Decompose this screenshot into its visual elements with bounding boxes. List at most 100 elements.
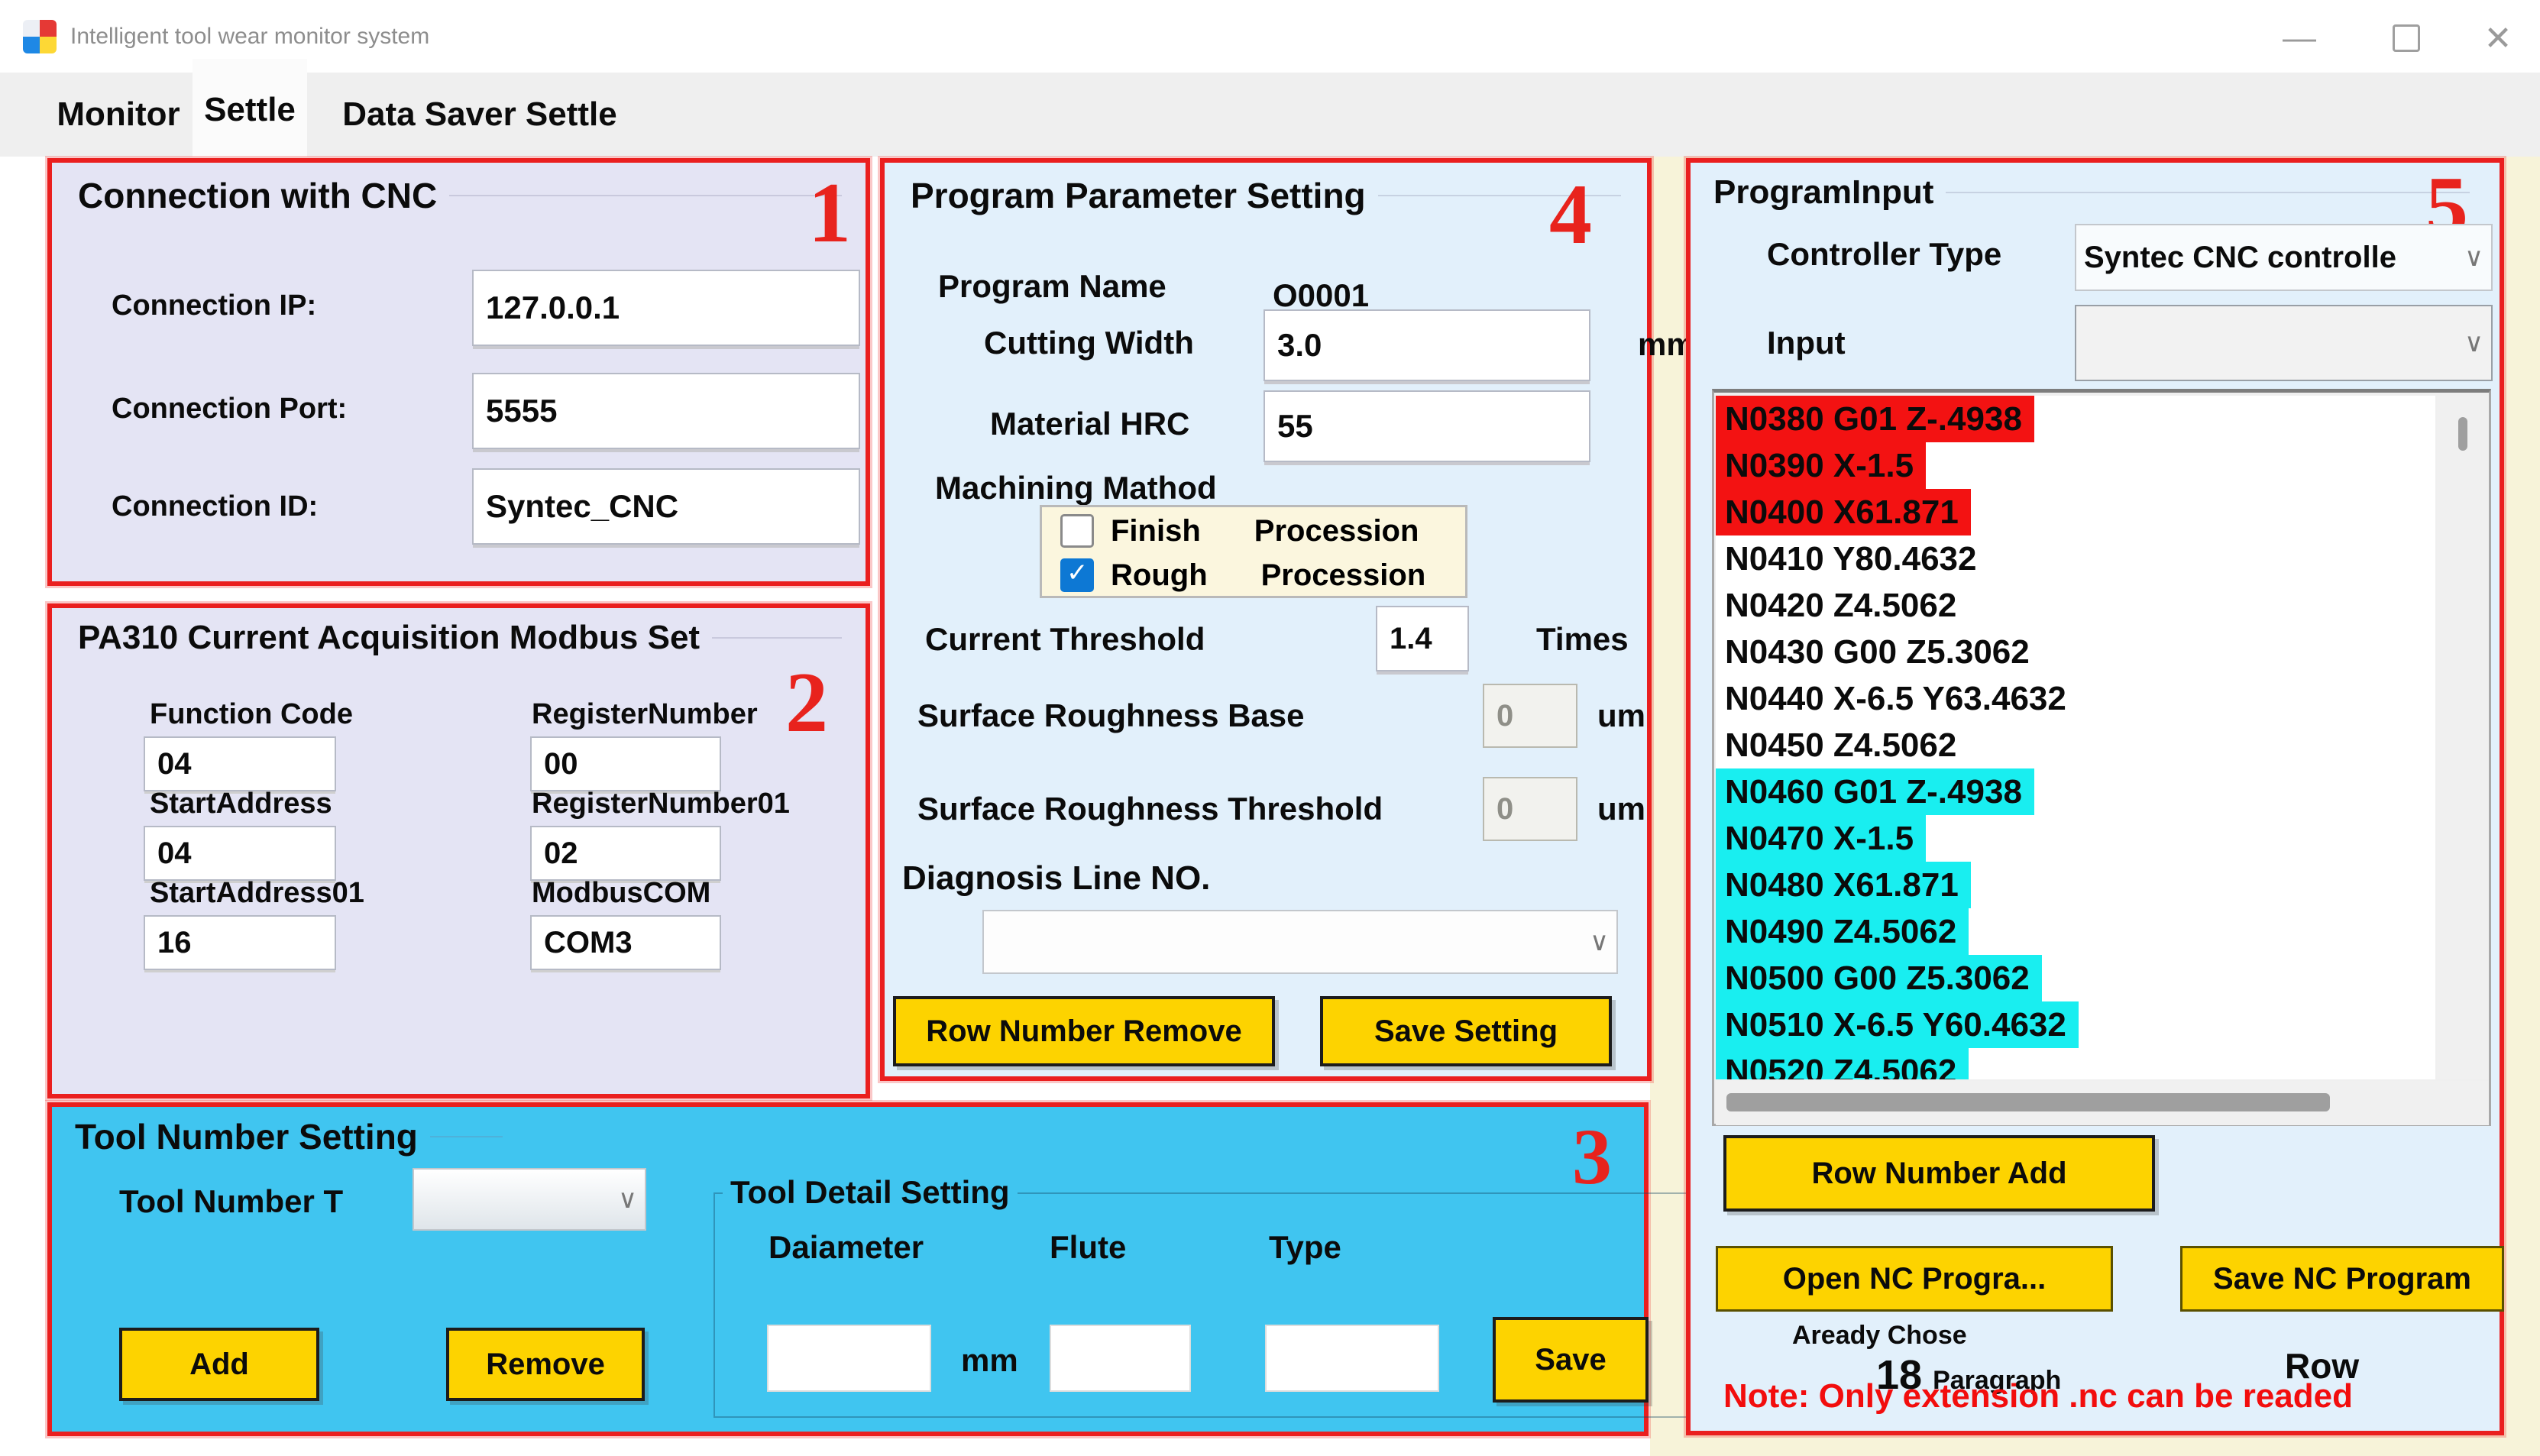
tool-number-label: Tool Number T xyxy=(119,1183,344,1219)
diameter-label: Daiameter xyxy=(768,1229,924,1265)
register-number01-label: RegisterNumber01 xyxy=(532,788,790,820)
roughness-threshold-field xyxy=(1483,777,1577,841)
controller-type-label: Controller Type xyxy=(1767,236,2002,272)
machining-method-group: Finish Procession Rough Procession xyxy=(1040,505,1467,598)
horizontal-scrollbar[interactable] xyxy=(1716,1081,2489,1125)
vertical-scrollbar[interactable] xyxy=(2437,396,2489,1079)
modbus-com-field[interactable] xyxy=(530,915,721,970)
annotation-4: 4 xyxy=(1549,167,1592,262)
rough-procession-label: Procession xyxy=(1260,558,1426,592)
nc-program-line[interactable]: N0490 Z4.5062 xyxy=(1716,908,2435,955)
flute-label: Flute xyxy=(1050,1229,1127,1265)
modbus-com-label: ModbusCOM xyxy=(532,877,711,909)
connection-port-field[interactable] xyxy=(472,373,860,449)
nc-program-line[interactable]: N0400 X61.871 xyxy=(1716,489,2435,535)
minimize-button[interactable]: — xyxy=(2257,17,2341,60)
vertical-scrollbar-thumb[interactable] xyxy=(2458,417,2467,451)
remove-button[interactable]: Remove xyxy=(446,1328,645,1401)
mm-unit-label: mm xyxy=(961,1342,1018,1378)
function-code-field[interactable] xyxy=(144,736,336,791)
panel-modbus-title: PA310 Current Acquisition Modbus Set xyxy=(78,619,842,657)
function-code-label: Function Code xyxy=(150,698,353,730)
start-address01-field[interactable] xyxy=(144,915,336,970)
open-nc-program-button[interactable]: Open NC Progra... xyxy=(1716,1246,2113,1312)
register-number-field[interactable] xyxy=(530,736,721,791)
connection-port-label: Connection Port: xyxy=(112,392,348,425)
nc-program-line[interactable]: N0440 X-6.5 Y63.4632 xyxy=(1725,680,2066,717)
save-setting-button[interactable]: Save Setting xyxy=(1320,996,1612,1066)
register-number-label: RegisterNumber xyxy=(532,698,758,730)
nc-extension-note: Note: Only extension .nc can be readed xyxy=(1723,1377,2353,1415)
start-address01-label: StartAddress01 xyxy=(150,877,364,909)
chevron-down-icon: ∨ xyxy=(2464,328,2483,358)
row-number-add-button[interactable]: Row Number Add xyxy=(1723,1135,2155,1212)
nc-program-line[interactable]: N0450 Z4.5062 xyxy=(1725,726,1957,764)
tool-number-select[interactable]: ∨ xyxy=(413,1168,646,1231)
nc-program-line[interactable]: N0520 Z4.5062 xyxy=(1716,1048,2435,1079)
diameter-field[interactable] xyxy=(767,1325,931,1392)
chevron-down-icon: ∨ xyxy=(1590,927,1609,956)
maximize-icon xyxy=(2393,24,2420,52)
window-title: Intelligent tool wear monitor system xyxy=(70,24,430,49)
cutting-width-unit: mm xyxy=(1638,326,1695,362)
nc-program-line[interactable]: N0380 G01 Z-.4938 xyxy=(1716,396,2435,442)
paragraph-label: Paragraph xyxy=(1933,1366,2062,1395)
nc-program-line[interactable]: N0500 G00 Z5.3062 xyxy=(1716,955,2435,1001)
panel-input-title: ProgramInput xyxy=(1713,173,2470,212)
save-nc-program-button[interactable]: Save NC Program xyxy=(2180,1246,2504,1312)
save-button[interactable]: Save xyxy=(1493,1317,1649,1403)
paragraph-count-row: 18 Paragraph xyxy=(1876,1351,2061,1399)
row-number-remove-button[interactable]: Row Number Remove xyxy=(893,996,1275,1066)
rough-procession-row: Rough Procession xyxy=(1042,553,1465,597)
row-label: Row xyxy=(2285,1346,2360,1386)
nc-program-line[interactable]: N0420 Z4.5062 xyxy=(1725,587,1957,624)
connection-id-label: Connection ID: xyxy=(112,490,319,523)
type-label: Type xyxy=(1269,1229,1341,1265)
close-icon: ✕ xyxy=(2483,19,2512,57)
panel-tool-number: Tool Number Setting 3 Tool Number T ∨ To… xyxy=(47,1102,1693,1436)
flute-field[interactable] xyxy=(1050,1325,1191,1392)
tool-detail-title: Tool Detail Setting xyxy=(723,1174,1018,1211)
tab-data-saver-settle[interactable]: Data Saver Settle xyxy=(342,95,617,133)
tab-monitor[interactable]: Monitor xyxy=(57,95,180,133)
connection-id-field[interactable] xyxy=(472,468,860,545)
close-button[interactable]: ✕ xyxy=(2456,17,2540,60)
current-threshold-field[interactable] xyxy=(1376,606,1469,671)
nc-program-line[interactable]: N0470 X-1.5 xyxy=(1716,815,2435,862)
nc-program-line[interactable]: N0460 G01 Z-.4938 xyxy=(1716,768,2435,815)
tab-settle[interactable]: Settle xyxy=(193,63,307,157)
input-select[interactable]: ∨ xyxy=(2075,305,2493,381)
material-hrc-field[interactable] xyxy=(1264,390,1590,462)
nc-program-list-viewport: N0380 G01 Z-.4938 N0390 X-1.5 N0400 X61.… xyxy=(1716,396,2435,1079)
type-field[interactable] xyxy=(1265,1325,1439,1392)
annotation-2: 2 xyxy=(785,655,828,750)
roughness-threshold-unit: um xyxy=(1597,791,1645,827)
start-address-field[interactable] xyxy=(144,826,336,881)
nc-program-list[interactable]: N0380 G01 Z-.4938 N0390 X-1.5 N0400 X61.… xyxy=(1712,389,2491,1126)
maximize-button[interactable] xyxy=(2364,17,2448,60)
register-number01-field[interactable] xyxy=(530,826,721,881)
start-address-label: StartAddress xyxy=(150,788,332,820)
nc-program-line[interactable]: N0390 X-1.5 xyxy=(1716,442,2435,489)
nc-program-line[interactable]: N0430 G00 Z5.3062 xyxy=(1725,633,2030,671)
roughness-base-unit: um xyxy=(1597,697,1645,733)
horizontal-scrollbar-thumb[interactable] xyxy=(1726,1093,2330,1111)
connection-ip-label: Connection IP: xyxy=(112,289,317,322)
annotation-1: 1 xyxy=(808,166,851,260)
add-button[interactable]: Add xyxy=(119,1328,319,1401)
finish-checkbox[interactable] xyxy=(1060,514,1094,548)
connection-ip-field[interactable] xyxy=(472,270,860,346)
nc-program-line[interactable]: N0510 X-6.5 Y60.4632 xyxy=(1716,1001,2435,1048)
nc-program-line[interactable]: N0410 Y80.4632 xyxy=(1725,540,1977,578)
roughness-base-field xyxy=(1483,684,1577,748)
controller-type-select[interactable]: Syntec CNC controlle ∨ xyxy=(2075,224,2493,291)
cutting-width-field[interactable] xyxy=(1264,309,1590,381)
nc-program-line[interactable]: N0480 X61.871 xyxy=(1716,862,2435,908)
panel-connection-cnc: Connection with CNC 1 Connection IP: Con… xyxy=(47,158,870,586)
paragraph-count: 18 xyxy=(1876,1352,1923,1398)
program-name-value: O0001 xyxy=(1273,277,1370,313)
diagnosis-line-select[interactable]: ∨ xyxy=(982,910,1618,974)
rough-checkbox[interactable] xyxy=(1060,558,1094,592)
panel-tool-title: Tool Number Setting xyxy=(75,1116,503,1157)
